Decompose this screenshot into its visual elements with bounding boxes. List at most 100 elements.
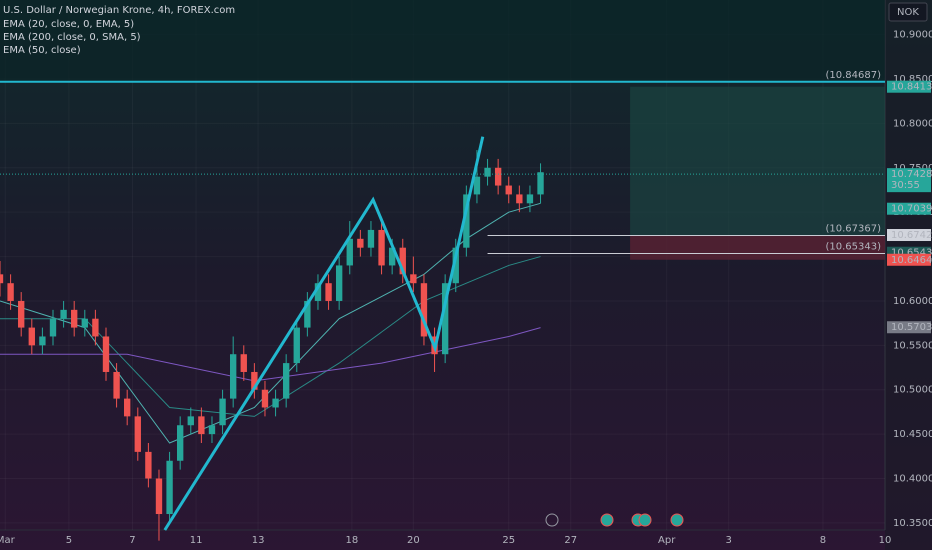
indicator-line	[0, 256, 541, 417]
candle-body	[102, 336, 110, 372]
legend: U.S. Dollar / Norwegian Krone, 4h, FOREX…	[3, 5, 235, 56]
x-tick-label: 18	[346, 535, 359, 546]
price-badge-label: 10.70390	[891, 204, 932, 215]
candle-body	[441, 283, 449, 355]
candle-body	[134, 416, 141, 452]
candle-body	[367, 229, 375, 248]
price-badge-label: 10.57039	[891, 322, 932, 333]
candle-body	[314, 283, 322, 301]
y-tick-label: 10.60000	[893, 296, 932, 307]
candle-body	[145, 451, 152, 479]
icon[interactable]	[545, 513, 559, 527]
candle-body	[346, 238, 353, 266]
icon[interactable]	[670, 513, 684, 527]
price-badge-label: 10.84133	[891, 82, 932, 93]
candle-body	[71, 309, 78, 328]
indicator-line	[0, 202, 541, 444]
candle-body	[304, 300, 311, 328]
candle-body	[357, 238, 364, 248]
candle-body	[124, 398, 131, 417]
line-label: (10.65343)	[825, 242, 881, 253]
candle-body	[463, 194, 470, 248]
candle-body	[261, 389, 269, 408]
plot: (10.84687) (10.67367) (10.65343)	[0, 0, 886, 541]
candle-body	[60, 309, 67, 319]
candle-body	[49, 318, 57, 337]
y-tick-label: 10.45000	[893, 429, 932, 440]
legend-line: EMA (50, close)	[3, 45, 81, 56]
candle-body	[335, 265, 343, 301]
price-badge	[887, 229, 931, 242]
candle-body	[113, 371, 120, 399]
candle-body	[526, 194, 534, 204]
candle-body	[7, 283, 14, 301]
candle-body	[378, 229, 385, 266]
candle-body	[166, 460, 173, 515]
candle-body	[537, 172, 544, 195]
candle-body	[505, 185, 512, 195]
candle-body	[282, 363, 290, 399]
x-tick-label: 27	[564, 535, 577, 546]
price-badge-label: 10.67428	[891, 230, 932, 241]
candle-body	[187, 416, 194, 426]
toolbar-icons	[545, 513, 684, 527]
price-badge	[887, 321, 931, 334]
currency-box[interactable]	[888, 2, 928, 22]
candle-body	[92, 318, 99, 337]
x-tick-label: 11	[190, 535, 203, 546]
y-tick-label: 10.85000	[893, 74, 932, 85]
upper-zone	[0, 0, 885, 82]
price-badge	[887, 168, 931, 193]
line-label: (10.67367)	[825, 224, 881, 235]
candle-body	[81, 318, 88, 328]
candle-body	[39, 336, 46, 346]
legend-line: EMA (200, close, 0, SMA, 5)	[3, 32, 141, 43]
candle-body	[388, 247, 396, 266]
icon[interactable]	[638, 513, 652, 527]
pattern-drawing	[163, 136, 485, 531]
countdown: 30:55	[891, 180, 920, 191]
candle-body	[198, 416, 205, 435]
legend-line: EMA (20, close, 0, EMA, 5)	[3, 19, 134, 30]
y-tick-label: 10.80000	[893, 118, 932, 129]
candle-body	[452, 247, 459, 284]
x-tick-label: 20	[407, 535, 420, 546]
line-label: (10.84687)	[825, 70, 881, 81]
candle-body	[399, 247, 406, 275]
candle-body	[420, 283, 428, 337]
x-tick-label: 25	[502, 535, 515, 546]
candle-body	[219, 398, 226, 426]
candle-body	[516, 194, 523, 204]
candle-body	[494, 167, 502, 186]
candle-body	[18, 300, 25, 328]
y-tick-label: 10.35000	[893, 518, 932, 529]
candle-body	[293, 327, 300, 364]
price-badge	[887, 80, 931, 93]
currency: NOK	[897, 7, 919, 18]
legend-line: U.S. Dollar / Norwegian Krone, 4h, FOREX…	[3, 5, 235, 16]
candle-body	[240, 354, 247, 372]
candle-body	[177, 425, 184, 461]
y-tick-label: 10.50000	[893, 385, 932, 396]
x-tick-label: 3	[725, 535, 731, 546]
candle-body	[272, 398, 279, 408]
candle-body	[325, 283, 332, 301]
candle-body	[229, 354, 237, 399]
x-tick-label: Mar	[0, 535, 16, 546]
x-tick-label: 13	[252, 535, 265, 546]
candle-body	[251, 371, 258, 390]
target-zone	[630, 86, 885, 236]
y-tick-label: 10.55000	[893, 340, 932, 351]
y-tick-label: 10.40000	[893, 474, 932, 485]
candle-body	[208, 425, 216, 435]
candle-body	[28, 327, 35, 346]
x-tick-label: 8	[820, 535, 826, 546]
y-tick-label: 10.90000	[893, 30, 932, 41]
icon[interactable]	[600, 513, 614, 527]
candle-body	[473, 176, 481, 195]
candle-body	[410, 274, 417, 284]
